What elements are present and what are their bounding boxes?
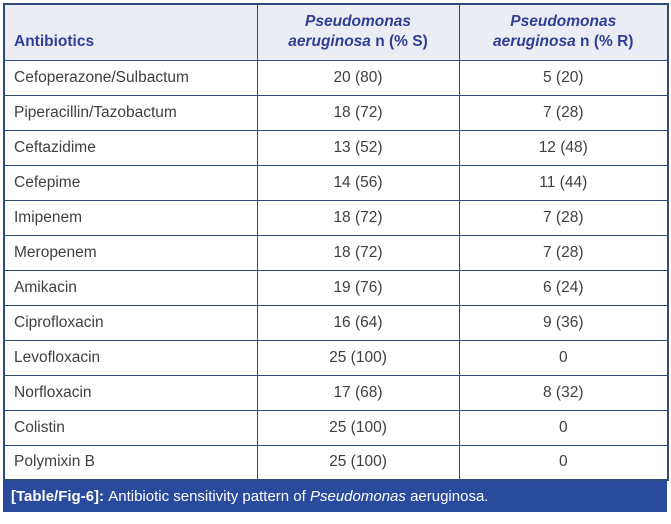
resistant-value-cell: 9 (36) <box>458 304 669 341</box>
sensitive-value-cell: 18 (72) <box>256 199 460 236</box>
caption-text-end: aeruginosa. <box>405 488 489 505</box>
table-row: Piperacillin/Tazobactum 18 (72) 7 (28) <box>3 94 669 131</box>
header-suffix-s: n (% S) <box>370 33 428 51</box>
sensitive-value-cell: 25 (100) <box>256 409 460 446</box>
sensitive-value-cell: 18 (72) <box>256 234 460 271</box>
resistant-value-cell: 7 (28) <box>458 94 669 131</box>
sensitive-value-cell: 13 (52) <box>256 129 460 166</box>
caption-genus-italic: Pseudomonas <box>309 488 406 505</box>
antibiotic-name-cell: Cefepime <box>3 164 258 201</box>
resistant-value-cell: 0 <box>458 409 669 446</box>
table-row: Cefoperazone/Sulbactum 20 (80) 5 (20) <box>3 59 669 96</box>
species-italic: aeruginosa <box>493 33 576 51</box>
table-row: Levofloxacin 25 (100) 0 <box>3 339 669 376</box>
table-row: Amikacin 19 (76) 6 (24) <box>3 269 669 306</box>
sensitive-value-cell: 18 (72) <box>256 94 460 131</box>
antibiotic-name-cell: Piperacillin/Tazobactum <box>3 94 258 131</box>
caption-text: Antibiotic sensitivity pattern of <box>104 488 310 505</box>
table-fig-6-container: Antibiotics Pseudomonas aeruginosa n (% … <box>3 3 669 512</box>
table-row: Norfloxacin 17 (68) 8 (32) <box>3 374 669 411</box>
antibiotic-name-cell: Levofloxacin <box>3 339 258 376</box>
antibiotic-name-cell: Norfloxacin <box>3 374 258 411</box>
table-row: Cefepime 14 (56) 11 (44) <box>3 164 669 201</box>
table-body: Cefoperazone/Sulbactum 20 (80) 5 (20) Pi… <box>3 59 669 481</box>
column-header-antibiotics: Antibiotics <box>3 3 258 61</box>
column-header-sensitive: Pseudomonas aeruginosa n (% S) <box>256 3 460 61</box>
resistant-value-cell: 12 (48) <box>458 129 669 166</box>
antibiotic-name-cell: Amikacin <box>3 269 258 306</box>
resistant-value-cell: 5 (20) <box>458 59 669 96</box>
genus-italic: Pseudomonas <box>510 13 617 31</box>
header-row: Antibiotics Pseudomonas aeruginosa n (% … <box>3 3 669 61</box>
sensitive-value-cell: 16 (64) <box>256 304 460 341</box>
antibiotic-name-cell: Ciprofloxacin <box>3 304 258 341</box>
table-row: Polymixin B 25 (100) 0 <box>3 444 669 481</box>
table-header: Antibiotics Pseudomonas aeruginosa n (% … <box>3 3 669 61</box>
sensitive-value-cell: 19 (76) <box>256 269 460 306</box>
resistant-value-cell: 6 (24) <box>458 269 669 306</box>
header-suffix-r: n (% R) <box>575 33 634 51</box>
resistant-value-cell: 11 (44) <box>458 164 669 201</box>
antibiotic-name-cell: Ceftazidime <box>3 129 258 166</box>
sensitive-value-cell: 25 (100) <box>256 444 460 481</box>
antibiotic-name-cell: Polymixin B <box>3 444 258 481</box>
sensitive-value-cell: 25 (100) <box>256 339 460 376</box>
table-row: Meropenem 18 (72) 7 (28) <box>3 234 669 271</box>
genus-italic: Pseudomonas <box>305 13 411 31</box>
sensitive-value-cell: 14 (56) <box>256 164 460 201</box>
antibiotic-sensitivity-table: Antibiotics Pseudomonas aeruginosa n (% … <box>3 3 669 481</box>
caption-label: [Table/Fig-6]: <box>11 488 105 505</box>
table-row: Ciprofloxacin 16 (64) 9 (36) <box>3 304 669 341</box>
table-caption-bar: [Table/Fig-6]: Antibiotic sensitivity pa… <box>3 481 667 512</box>
column-header-resistant: Pseudomonas aeruginosa n (% R) <box>458 3 669 61</box>
antibiotic-name-cell: Imipenem <box>3 199 258 236</box>
resistant-value-cell: 7 (28) <box>458 234 669 271</box>
resistant-value-cell: 8 (32) <box>458 374 669 411</box>
antibiotic-name-cell: Cefoperazone/Sulbactum <box>3 59 258 96</box>
table-row: Imipenem 18 (72) 7 (28) <box>3 199 669 236</box>
antibiotic-name-cell: Colistin <box>3 409 258 446</box>
table-row: Colistin 25 (100) 0 <box>3 409 669 446</box>
species-italic: aeruginosa <box>288 33 371 51</box>
sensitive-value-cell: 20 (80) <box>256 59 460 96</box>
resistant-value-cell: 7 (28) <box>458 199 669 236</box>
table-row: Ceftazidime 13 (52) 12 (48) <box>3 129 669 166</box>
resistant-value-cell: 0 <box>458 339 669 376</box>
resistant-value-cell: 0 <box>458 444 669 481</box>
antibiotic-name-cell: Meropenem <box>3 234 258 271</box>
sensitive-value-cell: 17 (68) <box>256 374 460 411</box>
